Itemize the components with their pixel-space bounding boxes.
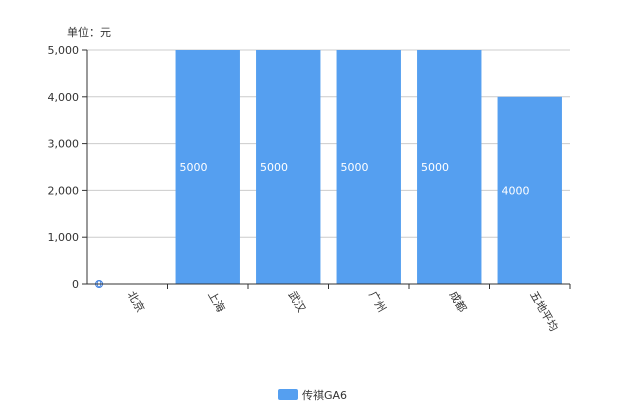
- bar[interactable]: [336, 50, 401, 284]
- bar-data-label: 5000: [260, 161, 288, 174]
- x-tick-label: 广州: [366, 289, 388, 315]
- x-tick-label: 北京: [125, 289, 148, 315]
- legend-label: 传祺GA6: [302, 389, 347, 402]
- y-tick-label: 2,000: [48, 184, 80, 197]
- bar-data-label: 0: [96, 280, 102, 290]
- bar-data-label: 4000: [502, 184, 530, 197]
- x-tick-label: 上海: [205, 289, 228, 315]
- x-tick-label: 五地平均: [527, 289, 560, 334]
- y-tick-label: 4,000: [48, 91, 80, 104]
- legend[interactable]: 传祺GA6: [278, 389, 347, 402]
- bar-data-label: 5000: [180, 161, 208, 174]
- y-tick-label: 3,000: [48, 138, 80, 151]
- y-tick-label: 1,000: [48, 231, 80, 244]
- bar-data-label: 5000: [341, 161, 369, 174]
- unit-label: 单位：元: [67, 25, 111, 39]
- x-tick-label: 武汉: [286, 289, 308, 315]
- legend-swatch: [278, 389, 298, 400]
- y-axis-ticks: 0 1,000 2,000 3,000 4,000 5,000: [48, 44, 87, 291]
- legend-item[interactable]: 传祺GA6: [278, 389, 347, 402]
- x-tick-label: 成都: [447, 289, 469, 315]
- y-tick-label: 5,000: [48, 44, 80, 57]
- axes: [86, 50, 570, 285]
- bar[interactable]: [175, 50, 240, 284]
- bar[interactable]: [497, 96, 562, 284]
- y-tick-label: 0: [72, 278, 79, 291]
- bar[interactable]: [256, 50, 321, 284]
- bar-data-label: 5000: [421, 161, 449, 174]
- bar[interactable]: [417, 50, 482, 284]
- x-axis-ticks: 北京 上海 武汉 广州 成都 五地平均: [125, 284, 571, 334]
- grid-lines: [87, 49, 570, 238]
- bars: 0 5000 5000 5000 5000 4000: [95, 50, 562, 290]
